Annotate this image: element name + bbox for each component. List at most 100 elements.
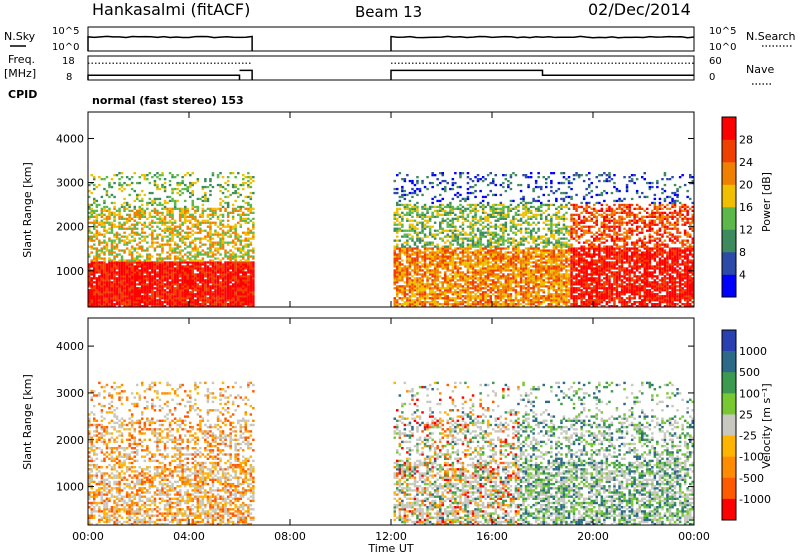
heatmap-cell xyxy=(406,233,409,236)
heatmap-cell xyxy=(239,205,242,209)
heatmap-cell xyxy=(436,249,439,252)
heatmap-cell xyxy=(492,293,495,296)
heatmap-cell xyxy=(436,301,439,304)
heatmap-cell xyxy=(176,181,179,185)
heatmap-cell xyxy=(156,203,159,207)
heatmap-cell xyxy=(148,211,152,214)
heatmap-cell xyxy=(226,223,230,226)
heatmap-cell xyxy=(141,291,144,294)
heatmap-cell xyxy=(189,251,192,254)
heatmap-cell xyxy=(247,233,250,236)
heatmap-cell xyxy=(100,213,104,216)
heatmap-cell xyxy=(100,195,104,199)
heatmap-cell xyxy=(469,267,472,270)
heatmap-cell xyxy=(221,191,225,195)
heatmap-cell xyxy=(128,303,131,306)
heatmap-cell xyxy=(108,279,111,282)
heatmap-cell xyxy=(110,275,114,278)
heatmap-cell xyxy=(204,275,207,278)
heatmap-cell xyxy=(123,273,126,276)
heatmap-cell xyxy=(494,269,497,272)
heatmap-cell xyxy=(514,259,518,262)
heatmap-cell xyxy=(234,281,237,284)
heatmap-cell xyxy=(393,227,396,230)
heatmap-cell xyxy=(507,247,510,250)
heatmap-cell xyxy=(411,229,414,232)
heatmap-cell xyxy=(454,267,457,270)
heatmap-cell xyxy=(239,265,242,268)
heatmap-cell xyxy=(113,285,116,288)
heatmap-cell xyxy=(242,253,245,256)
heatmap-cell xyxy=(194,277,197,280)
heatmap-cell xyxy=(464,233,467,236)
heatmap-cell xyxy=(211,221,215,224)
heatmap-cell xyxy=(466,297,470,300)
heatmap-cell xyxy=(123,231,126,234)
heatmap-cell xyxy=(456,265,460,268)
heatmap-cell xyxy=(396,271,399,274)
heatmap-cell xyxy=(408,261,412,264)
heatmap-cell xyxy=(489,253,492,256)
heatmap-cell xyxy=(141,297,144,300)
heatmap-cell xyxy=(90,259,93,262)
heatmap-cell xyxy=(532,279,535,282)
heatmap-cell xyxy=(486,241,490,244)
heatmap-cell xyxy=(171,269,174,272)
heatmap-cell xyxy=(148,215,152,218)
heatmap-cell xyxy=(444,249,447,252)
heatmap-cell xyxy=(247,249,250,252)
heatmap-cell xyxy=(110,297,114,300)
heatmap-cell xyxy=(416,301,419,304)
heatmap-cell xyxy=(408,291,412,294)
heatmap-cell xyxy=(93,178,96,181)
heatmap-cell xyxy=(454,251,457,254)
heatmap-cell xyxy=(163,271,167,274)
heatmap-cell xyxy=(239,247,242,250)
heatmap-cell xyxy=(401,243,404,246)
heatmap-cell xyxy=(459,251,462,254)
heatmap-cell xyxy=(252,305,255,308)
heatmap-cell xyxy=(229,295,232,298)
heatmap-cell xyxy=(168,281,172,284)
heatmap-cell xyxy=(171,289,174,292)
heatmap-cell xyxy=(186,269,189,272)
heatmap-cell xyxy=(489,243,492,246)
heatmap-cell xyxy=(459,267,462,270)
heatmap-cell xyxy=(242,269,245,272)
heatmap-cell xyxy=(105,265,109,268)
heatmap-cell xyxy=(411,215,414,218)
heatmap-cell xyxy=(411,293,414,296)
heatmap-cell xyxy=(224,305,227,308)
heatmap-cell xyxy=(514,277,518,280)
heatmap-cell xyxy=(214,273,217,276)
heatmap-cell xyxy=(209,263,212,266)
heatmap-cell xyxy=(231,267,235,270)
heatmap-cell xyxy=(456,235,460,238)
heatmap-cell xyxy=(423,235,427,238)
heatmap-cell xyxy=(474,189,477,193)
heatmap-cell xyxy=(173,271,177,274)
heatmap-cell xyxy=(433,299,437,302)
heatmap-cell xyxy=(163,295,167,298)
heatmap-cell xyxy=(118,291,121,294)
heatmap-cell xyxy=(219,291,222,294)
heatmap-cell xyxy=(403,251,407,254)
heatmap-cell xyxy=(461,197,465,201)
heatmap-cell xyxy=(444,271,447,274)
heatmap-cell xyxy=(494,223,497,226)
heatmap-cell xyxy=(168,293,172,296)
heatmap-cell xyxy=(178,213,182,216)
heatmap-cell xyxy=(446,269,449,272)
heatmap-cell xyxy=(439,261,442,264)
heatmap-cell xyxy=(484,303,487,306)
heatmap-cell xyxy=(249,265,253,268)
heatmap-cell xyxy=(413,265,417,268)
heatmap-cell xyxy=(156,211,159,214)
heatmap-cell xyxy=(143,209,147,212)
heatmap-cell xyxy=(214,277,217,280)
heatmap-cell xyxy=(120,263,124,266)
heatmap-cell xyxy=(423,251,427,254)
heatmap-cell xyxy=(113,287,116,290)
heatmap-cell xyxy=(211,285,215,288)
heatmap-cell xyxy=(237,275,240,278)
